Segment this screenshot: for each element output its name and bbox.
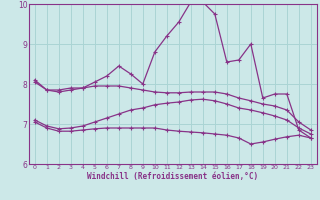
X-axis label: Windchill (Refroidissement éolien,°C): Windchill (Refroidissement éolien,°C)	[87, 172, 258, 181]
